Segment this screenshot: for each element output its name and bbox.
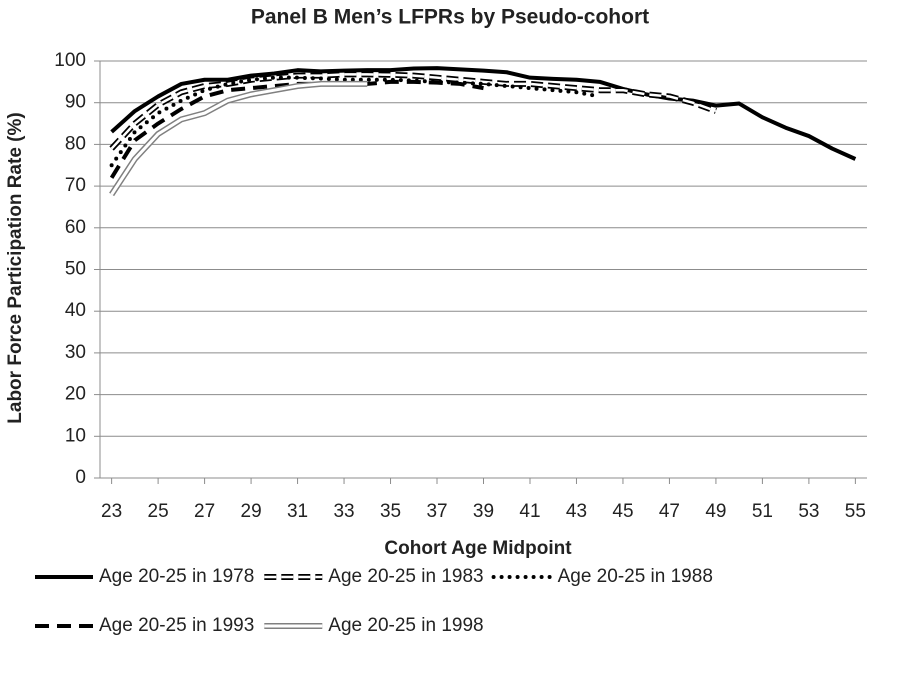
x-tick-label: 33 xyxy=(333,501,354,522)
y-axis-label: Labor Force Participation Rate (%) xyxy=(5,112,26,423)
series-line xyxy=(110,66,857,161)
y-tick-label: 0 xyxy=(75,467,86,488)
y-tick-label: 10 xyxy=(65,425,86,446)
y-tick-label: 30 xyxy=(65,342,86,363)
x-tick-label: 49 xyxy=(705,501,726,522)
legend-label: Age 20-25 in 1998 xyxy=(328,615,483,636)
x-axis-label: Cohort Age Midpoint xyxy=(384,538,572,559)
y-tick-label: 90 xyxy=(65,92,86,113)
chart-title: Panel B Men’s LFPRs by Pseudo-cohort xyxy=(251,6,649,29)
legend-label: Age 20-25 in 1983 xyxy=(328,566,483,587)
x-tick-label: 53 xyxy=(798,501,819,522)
x-tick-label: 43 xyxy=(566,501,587,522)
series-line-inner xyxy=(110,82,368,196)
y-tick-label: 80 xyxy=(65,133,86,154)
x-tick-label: 29 xyxy=(241,501,262,522)
y-tick-label: 40 xyxy=(65,300,86,321)
x-tick-label: 23 xyxy=(101,501,122,522)
x-tick-label: 27 xyxy=(194,501,215,522)
y-tick-label: 60 xyxy=(65,217,86,238)
x-tick-label: 39 xyxy=(473,501,494,522)
y-tick-label: 50 xyxy=(65,259,86,280)
legend-label: Age 20-25 in 1993 xyxy=(99,615,254,636)
x-tick-label: 47 xyxy=(659,501,680,522)
x-tick-label: 37 xyxy=(426,501,447,522)
x-tick-label: 25 xyxy=(148,501,169,522)
legend-label: Age 20-25 in 1988 xyxy=(558,566,713,587)
series-line-inner xyxy=(110,73,717,150)
x-tick-label: 41 xyxy=(519,501,540,522)
x-tick-label: 35 xyxy=(380,501,401,522)
x-tick-label: 51 xyxy=(752,501,773,522)
x-tick-label: 45 xyxy=(612,501,633,522)
y-tick-label: 100 xyxy=(54,50,86,71)
x-tick-label: 55 xyxy=(845,501,866,522)
x-tick-label: 31 xyxy=(287,501,308,522)
legend-label: Age 20-25 in 1978 xyxy=(99,566,254,587)
y-tick-label: 70 xyxy=(65,175,86,196)
y-tick-label: 20 xyxy=(65,384,86,405)
